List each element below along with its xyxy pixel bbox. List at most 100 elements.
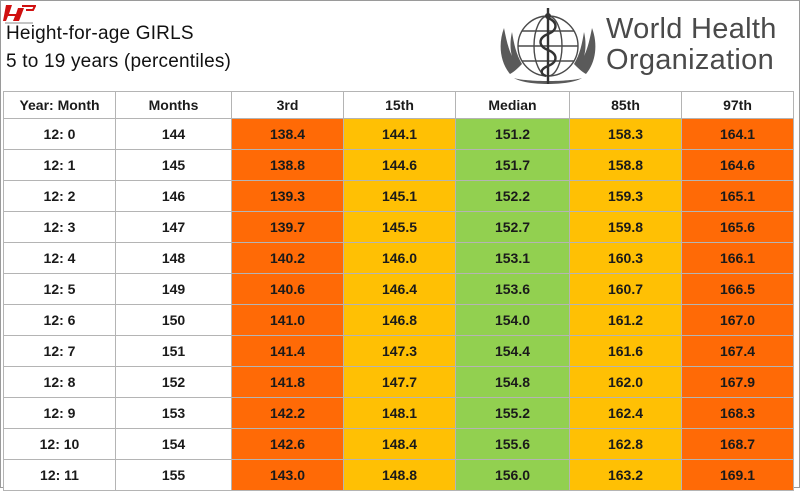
p15-cell: 148.8 (343, 459, 456, 491)
year-month-cell: 12: 6 (3, 304, 116, 336)
months-cell: 145 (115, 149, 232, 181)
p15-cell: 146.8 (343, 304, 456, 336)
p85-cell: 161.2 (569, 304, 682, 336)
year-month-cell: 12: 0 (3, 118, 116, 150)
p85-cell: 162.0 (569, 366, 682, 398)
p15-cell: 147.3 (343, 335, 456, 367)
p3-cell: 141.0 (231, 304, 344, 336)
p15-cell: 145.1 (343, 180, 456, 212)
page-subtitle: 5 to 19 years (percentiles) (6, 51, 232, 72)
year-month-cell: 12: 3 (3, 211, 116, 243)
p85-cell: 159.3 (569, 180, 682, 212)
p15-cell: 148.1 (343, 397, 456, 429)
organization-name-line2: Organization (606, 44, 775, 76)
column-header-median: Median (455, 91, 570, 119)
year-month-cell: 12: 2 (3, 180, 116, 212)
p97-cell: 169.1 (681, 459, 794, 491)
months-cell: 147 (115, 211, 232, 243)
median-cell: 154.0 (455, 304, 570, 336)
p97-cell: 167.4 (681, 335, 794, 367)
column-header-3rd: 3rd (231, 91, 344, 119)
p85-cell: 162.8 (569, 428, 682, 460)
table-row: 12: 8 152 141.8 147.7 154.8 162.0 167.9 (3, 366, 794, 398)
months-cell: 148 (115, 242, 232, 274)
year-month-cell: 12: 10 (3, 428, 116, 460)
p85-cell: 160.7 (569, 273, 682, 305)
p97-cell: 165.1 (681, 180, 794, 212)
p85-cell: 163.2 (569, 459, 682, 491)
year-month-cell: 12: 4 (3, 242, 116, 274)
months-cell: 146 (115, 180, 232, 212)
months-cell: 144 (115, 118, 232, 150)
year-month-cell: 12: 11 (3, 459, 116, 491)
months-cell: 152 (115, 366, 232, 398)
table-row: 12: 11 155 143.0 148.8 156.0 163.2 169.1 (3, 459, 794, 491)
p15-cell: 144.1 (343, 118, 456, 150)
p85-cell: 159.8 (569, 211, 682, 243)
p3-cell: 143.0 (231, 459, 344, 491)
p97-cell: 164.6 (681, 149, 794, 181)
table-row: 12: 10 154 142.6 148.4 155.6 162.8 168.7 (3, 428, 794, 460)
year-month-cell: 12: 5 (3, 273, 116, 305)
p15-cell: 146.4 (343, 273, 456, 305)
who-emblem-icon (500, 8, 596, 84)
p3-cell: 142.2 (231, 397, 344, 429)
p3-cell: 140.6 (231, 273, 344, 305)
page-title: Height-for-age GIRLS (6, 23, 194, 44)
p97-cell: 164.1 (681, 118, 794, 150)
months-cell: 150 (115, 304, 232, 336)
p15-cell: 145.5 (343, 211, 456, 243)
p15-cell: 147.7 (343, 366, 456, 398)
column-header-months: Months (115, 91, 232, 119)
table-row: 12: 2 146 139.3 145.1 152.2 159.3 165.1 (3, 180, 794, 212)
p97-cell: 167.9 (681, 366, 794, 398)
p97-cell: 167.0 (681, 304, 794, 336)
table-row: 12: 0 144 138.4 144.1 151.2 158.3 164.1 (3, 118, 794, 150)
median-cell: 151.2 (455, 118, 570, 150)
p3-cell: 142.6 (231, 428, 344, 460)
table-row: 12: 5 149 140.6 146.4 153.6 160.7 166.5 (3, 273, 794, 305)
p3-cell: 139.3 (231, 180, 344, 212)
months-cell: 149 (115, 273, 232, 305)
median-cell: 151.7 (455, 149, 570, 181)
median-cell: 152.7 (455, 211, 570, 243)
median-cell: 153.1 (455, 242, 570, 274)
median-cell: 156.0 (455, 459, 570, 491)
p85-cell: 160.3 (569, 242, 682, 274)
column-header-85th: 85th (569, 91, 682, 119)
p85-cell: 158.3 (569, 118, 682, 150)
column-header-97th: 97th (681, 91, 794, 119)
site-badge-icon (3, 5, 36, 24)
column-header-year-month: Year: Month (3, 91, 116, 119)
organization-name: World Health Organization (606, 14, 777, 76)
median-cell: 155.6 (455, 428, 570, 460)
table-row: 12: 7 151 141.4 147.3 154.4 161.6 167.4 (3, 335, 794, 367)
table-header-row: Year: Month Months 3rd 15th Median 85th … (3, 91, 794, 119)
p3-cell: 141.8 (231, 366, 344, 398)
table-row: 12: 1 145 138.8 144.6 151.7 158.8 164.6 (3, 149, 794, 181)
p97-cell: 168.7 (681, 428, 794, 460)
p85-cell: 161.6 (569, 335, 682, 367)
percentile-table: Year: Month Months 3rd 15th Median 85th … (3, 91, 794, 491)
months-cell: 155 (115, 459, 232, 491)
table-row: 12: 3 147 139.7 145.5 152.7 159.8 165.6 (3, 211, 794, 243)
year-month-cell: 12: 1 (3, 149, 116, 181)
p3-cell: 138.8 (231, 149, 344, 181)
p3-cell: 138.4 (231, 118, 344, 150)
table-row: 12: 4 148 140.2 146.0 153.1 160.3 166.1 (3, 242, 794, 274)
p3-cell: 140.2 (231, 242, 344, 274)
median-cell: 154.4 (455, 335, 570, 367)
months-cell: 154 (115, 428, 232, 460)
table-row: 12: 6 150 141.0 146.8 154.0 161.2 167.0 (3, 304, 794, 336)
organization-name-line1: World Health (606, 13, 777, 45)
p3-cell: 139.7 (231, 211, 344, 243)
p97-cell: 165.6 (681, 211, 794, 243)
table-row: 12: 9 153 142.2 148.1 155.2 162.4 168.3 (3, 397, 794, 429)
p97-cell: 168.3 (681, 397, 794, 429)
year-month-cell: 12: 8 (3, 366, 116, 398)
median-cell: 153.6 (455, 273, 570, 305)
median-cell: 155.2 (455, 397, 570, 429)
p15-cell: 146.0 (343, 242, 456, 274)
median-cell: 154.8 (455, 366, 570, 398)
months-cell: 151 (115, 335, 232, 367)
